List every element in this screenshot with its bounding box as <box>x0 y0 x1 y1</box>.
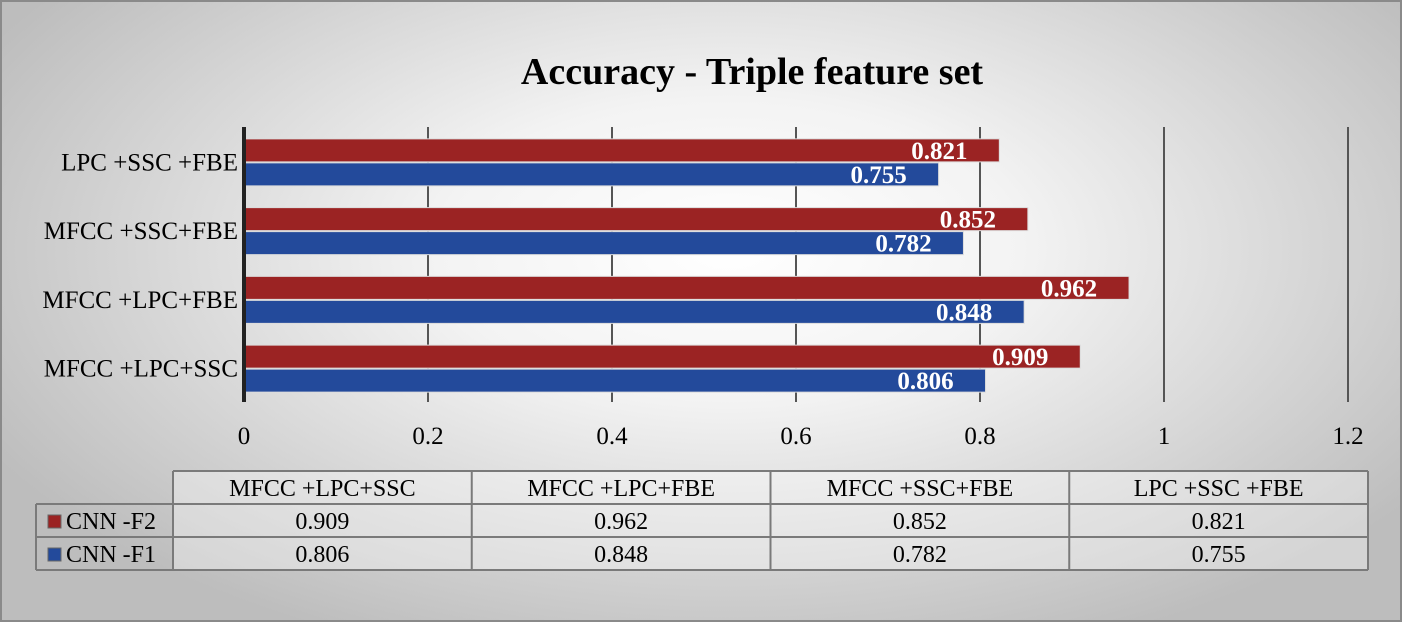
data-label: 0.848 <box>936 299 992 326</box>
data-label: 0.852 <box>940 207 996 234</box>
data-label: 0.806 <box>897 368 953 395</box>
data-label: 0.962 <box>1041 275 1097 302</box>
tick-label: 1 <box>1158 423 1171 450</box>
bar <box>243 207 1029 232</box>
tick-label: 0 <box>238 423 251 450</box>
bar <box>243 344 1081 369</box>
tick-label: 1.2 <box>1332 423 1363 450</box>
table-cell: 0.806 <box>295 542 349 568</box>
category-label: MFCC +SSC+FBE <box>44 218 238 245</box>
table-cell: 0.962 <box>594 509 648 535</box>
bar <box>243 138 1000 163</box>
category-label: LPC +SSC +FBE <box>61 149 238 176</box>
legend-label: CNN -F2 <box>66 509 156 535</box>
tick-label: 0.2 <box>412 423 443 450</box>
table-header-cell: MFCC +SSC+FBE <box>827 476 1014 502</box>
data-label: 0.755 <box>850 162 906 189</box>
legend-label: CNN -F1 <box>66 542 156 568</box>
category-label: MFCC +LPC+FBE <box>42 287 238 314</box>
legend-swatch <box>47 547 62 562</box>
bar <box>243 231 964 256</box>
bar <box>243 275 1130 300</box>
table-cell: 0.852 <box>893 509 947 535</box>
data-label: 0.909 <box>992 344 1048 371</box>
table-cell: 0.909 <box>295 509 349 535</box>
table-header-cell: MFCC +LPC+FBE <box>527 476 715 502</box>
chart-title: Accuracy - Triple feature set <box>521 51 984 93</box>
table-cell: 0.782 <box>893 542 947 568</box>
data-label: 0.782 <box>875 231 931 258</box>
tick-label: 0.4 <box>596 423 628 450</box>
legend-swatch <box>47 514 62 529</box>
table-header-cell: MFCC +LPC+SSC <box>229 476 416 502</box>
table-cell: 0.821 <box>1192 509 1246 535</box>
tick-label: 0.8 <box>964 423 995 450</box>
table-cell: 0.755 <box>1192 542 1246 568</box>
bar <box>243 368 987 393</box>
data-label: 0.821 <box>911 138 967 165</box>
tick-label: 0.6 <box>780 423 811 450</box>
table-header-cell: LPC +SSC +FBE <box>1134 476 1304 502</box>
table-cell: 0.848 <box>594 542 648 568</box>
bar <box>243 162 940 187</box>
bar <box>243 299 1025 324</box>
category-label: MFCC +LPC+SSC <box>44 356 238 383</box>
